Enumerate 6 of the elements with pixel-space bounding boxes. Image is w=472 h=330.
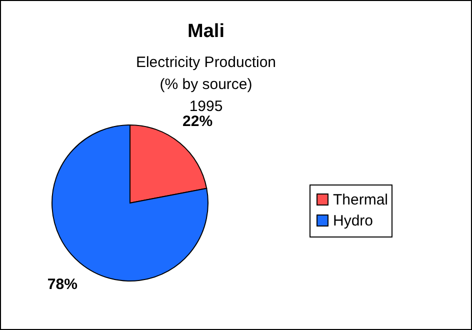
data-label: 22%	[182, 112, 213, 130]
chart-title: Mali	[188, 21, 224, 42]
legend-label: Hydro	[333, 212, 374, 230]
legend-label: Thermal	[333, 192, 388, 208]
data-label: 78%	[47, 276, 78, 294]
chart-subtitle: Electricity Production (% by source) 1995	[136, 54, 276, 115]
